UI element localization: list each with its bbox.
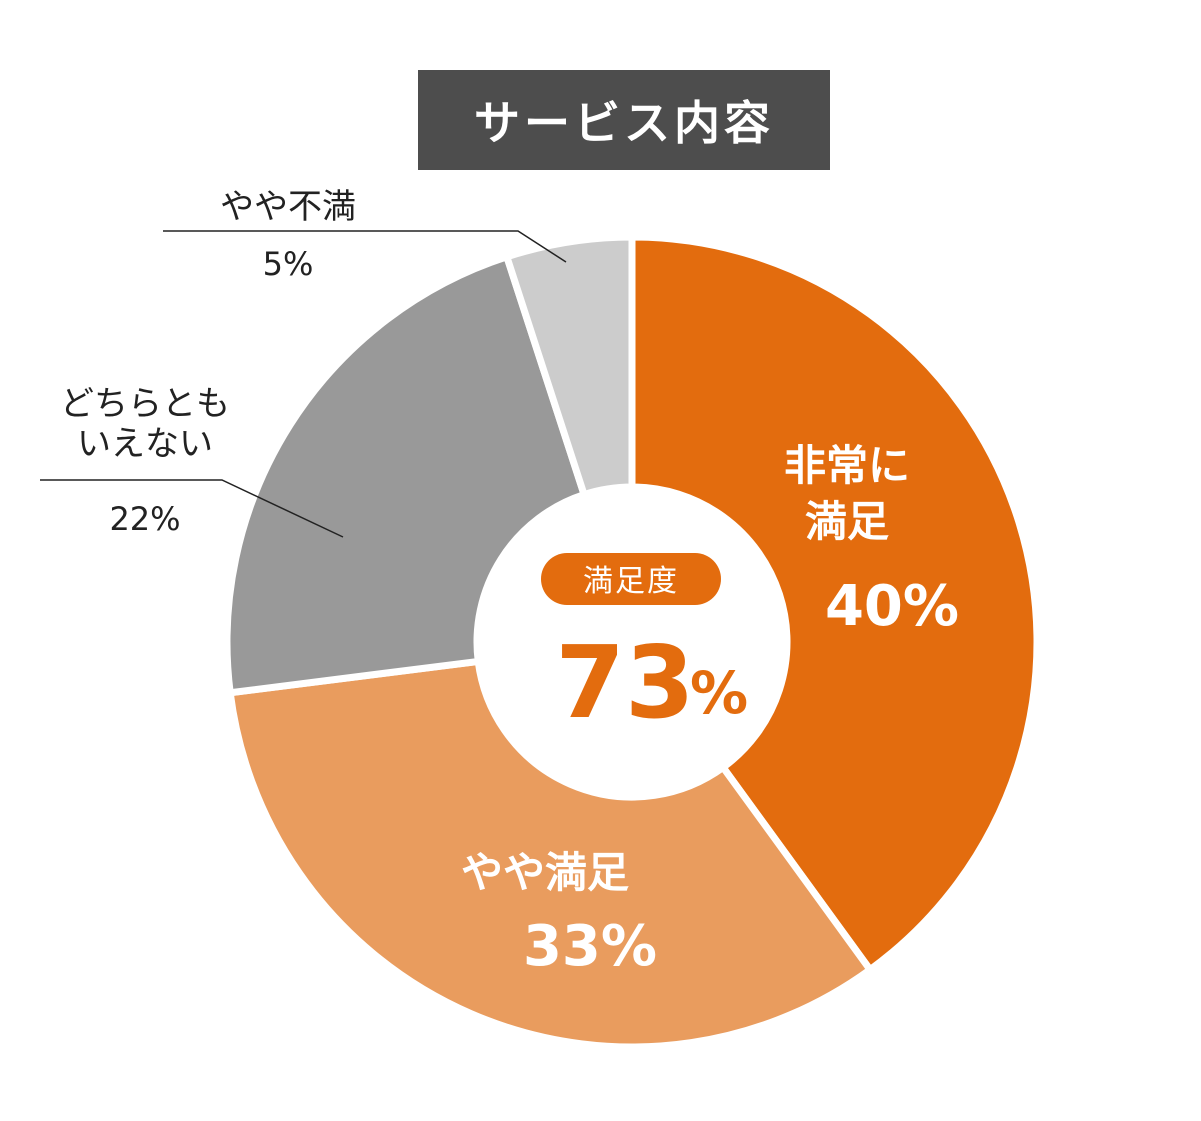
slice-value-label: 5% [263, 245, 314, 283]
pie-slice-somewhat-satisfied [226, 657, 875, 1051]
slice-value-label: 40% [825, 574, 959, 639]
leader-line [163, 230, 567, 263]
center-value: 73 [555, 624, 694, 741]
chart-title-box: サービス内容 [418, 70, 830, 170]
leader-line [40, 479, 344, 538]
pie-slice-neutral [223, 252, 589, 697]
slice-label: やや満足 [461, 848, 629, 897]
slice-value-label: 33% [523, 914, 657, 979]
slice-label: 満足 [805, 497, 889, 546]
slice-label: やや不満 [220, 187, 356, 227]
slice-label: いえない [77, 424, 213, 464]
slice-label: どちらとも [60, 384, 230, 424]
center-badge-label: 満足度 [583, 564, 679, 599]
slice-value-label: 22% [109, 500, 180, 538]
chart-title: サービス内容 [474, 96, 774, 150]
pie-slice-very-satisfied [628, 233, 1041, 975]
slice-label: 非常に [784, 441, 910, 490]
pie-slice-somewhat-dissatisfied [502, 233, 636, 499]
center-unit: % [690, 659, 748, 727]
center-badge [541, 553, 721, 605]
